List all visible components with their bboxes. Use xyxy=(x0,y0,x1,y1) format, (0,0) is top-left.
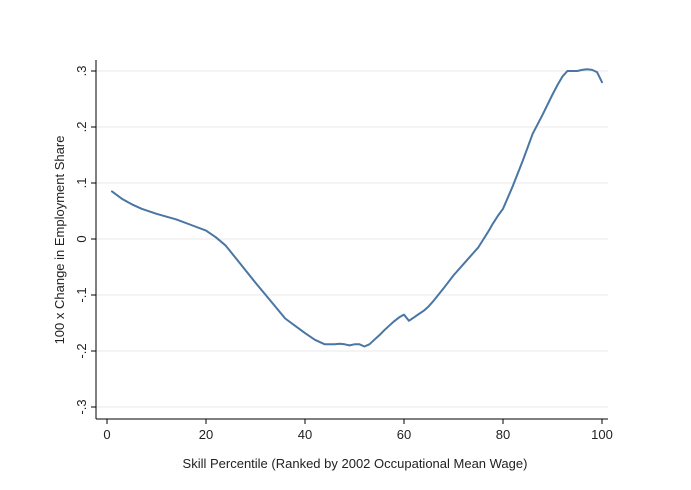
series-line xyxy=(111,68,603,348)
y-axis-title: 100 x Change in Employment Share xyxy=(52,136,67,345)
series-layer xyxy=(111,68,603,348)
x-tick-label: 100 xyxy=(591,427,613,442)
x-tick-labels: 0 20 40 60 80 100 xyxy=(103,427,612,442)
x-tick-label: 20 xyxy=(199,427,213,442)
x-tick-label: 0 xyxy=(103,427,110,442)
x-tick-label: 60 xyxy=(397,427,411,442)
x-tick-label: 40 xyxy=(298,427,312,442)
y-tick-label: .3 xyxy=(74,66,89,77)
y-tick-label: -.3 xyxy=(74,399,89,414)
x-tick-label: 80 xyxy=(496,427,510,442)
grid-lines xyxy=(96,70,608,408)
y-tick-label: -.1 xyxy=(74,287,89,302)
y-tick-label: 0 xyxy=(74,235,89,242)
y-tick-label: .1 xyxy=(74,178,89,189)
x-axis-title: Skill Percentile (Ranked by 2002 Occupat… xyxy=(183,456,528,471)
y-tick-label: -.2 xyxy=(74,343,89,358)
y-tick-labels: .3 .2 .1 0 -.1 -.2 -.3 xyxy=(74,66,89,415)
axes xyxy=(91,60,608,424)
y-tick-label: .2 xyxy=(74,122,89,133)
